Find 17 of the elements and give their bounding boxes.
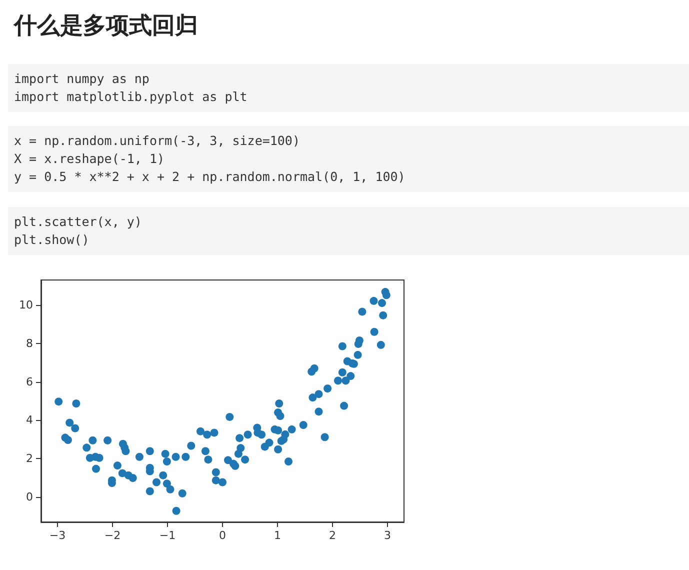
text: x = np.random.uniform(-3, 3, size=100) X = x.reshape(-1, 1) y = 0.5 * x**2 + x + 2 + np.random.normal(0, 1, 100) — [8, 126, 689, 192]
x-tick-label: 0 — [219, 529, 226, 542]
y-tick-label: 4 — [26, 414, 33, 427]
y-tick-label: 2 — [26, 452, 33, 466]
y-tick-label: 6 — [26, 375, 33, 388]
x-tick-label: −1 — [159, 529, 176, 542]
x-tick-label: 2 — [329, 529, 336, 542]
chart-title: 什么是多项式回归 — [14, 12, 198, 41]
text: plt.scatter(x, y) plt.show() — [8, 207, 689, 255]
text: import numpy as np import matplotlib.pyplot as plt — [8, 64, 689, 112]
y-tick-label: 10 — [19, 298, 33, 312]
y-tick-label: 8 — [26, 336, 33, 350]
x-tick-label: 1 — [274, 529, 281, 542]
y-tick-label: 0 — [26, 490, 33, 504]
x-tick-label: −3 — [49, 529, 66, 542]
x-tick-label: −2 — [104, 529, 121, 542]
x-tick-label: 3 — [384, 529, 391, 542]
